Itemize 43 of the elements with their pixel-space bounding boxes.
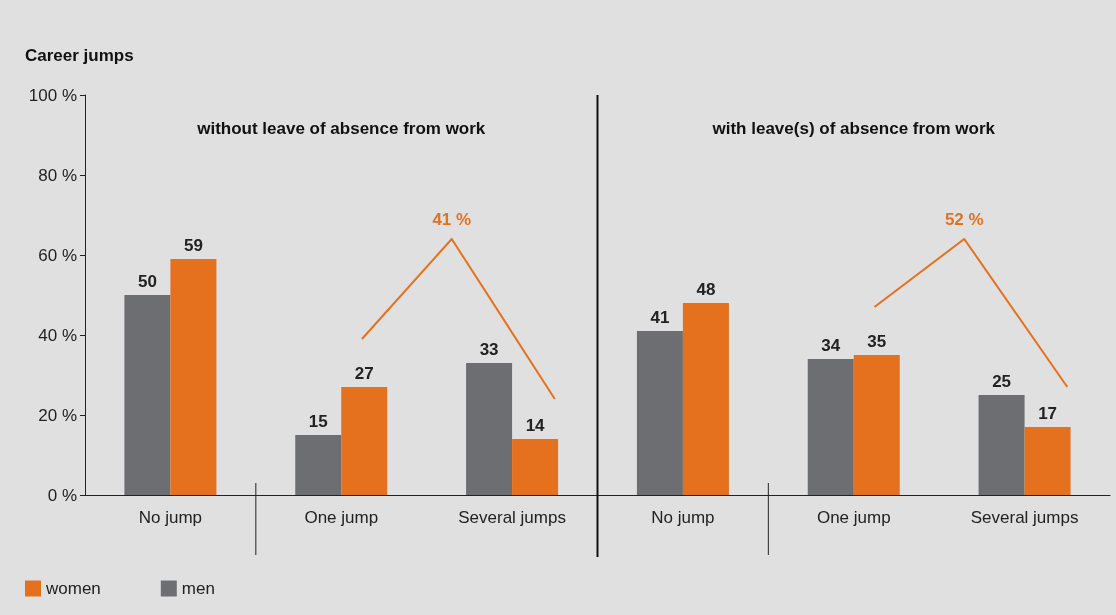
bar <box>807 359 854 495</box>
bar <box>636 331 683 495</box>
chart-title: Career jumps <box>25 46 134 65</box>
data-label: 33 <box>479 340 499 359</box>
annotation: with leave(s) of absence from work <box>711 118 996 138</box>
data-label: 59 <box>183 236 203 255</box>
bar <box>170 259 217 495</box>
data-label: 34 <box>821 336 841 355</box>
legend-label: men <box>181 579 215 598</box>
legend-label: women <box>45 579 101 598</box>
data-label: 41 <box>650 308 670 327</box>
bar <box>295 435 342 495</box>
x-tick-label: One jump <box>816 508 891 527</box>
bar <box>978 395 1025 495</box>
bar <box>341 387 388 495</box>
bar <box>682 303 729 495</box>
data-label: 27 <box>354 364 374 383</box>
data-label: 17 <box>1038 404 1058 423</box>
bar <box>124 295 171 495</box>
y-tick-label: 40 % <box>38 325 77 345</box>
x-tick-label: No jump <box>651 508 715 527</box>
bar <box>466 363 513 495</box>
data-label: 25 <box>992 372 1012 391</box>
annotation: 52 % <box>944 209 984 229</box>
data-label: 14 <box>525 416 546 435</box>
x-tick-label: One jump <box>304 508 379 527</box>
x-tick-label: No jump <box>138 508 203 527</box>
x-tick-label: Several jumps <box>970 508 1079 527</box>
data-label: 50 <box>137 272 157 291</box>
y-tick-label: 100 % <box>28 85 77 105</box>
bar <box>1024 427 1071 495</box>
y-tick-label: 60 % <box>38 245 77 265</box>
y-tick-label: 0 % <box>47 485 77 505</box>
y-tick-label: 80 % <box>38 165 77 185</box>
data-label: 48 <box>696 280 716 299</box>
annotation: 41 % <box>432 209 472 229</box>
x-tick-label: Several jumps <box>458 508 566 527</box>
annotation: without leave of absence from work <box>196 118 486 138</box>
data-label: 15 <box>308 412 328 431</box>
data-label: 35 <box>867 332 887 351</box>
bar <box>853 355 900 495</box>
y-tick-label: 20 % <box>38 405 77 425</box>
bar <box>512 439 559 495</box>
